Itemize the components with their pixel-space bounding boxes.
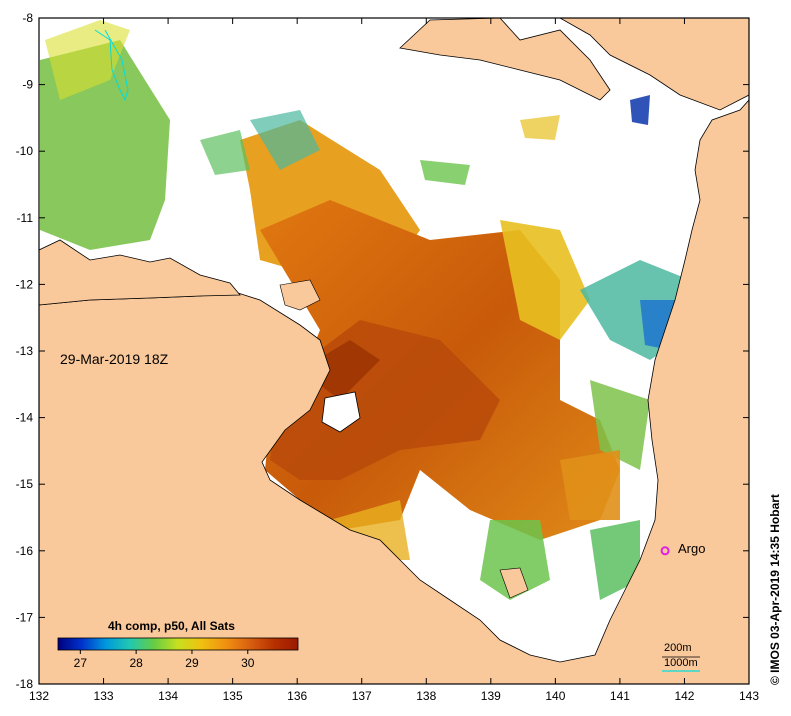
x-tick-label: 139	[481, 689, 501, 703]
x-axis: 132 133 134 135 136 137 138 139 140 141 142 143	[29, 18, 759, 703]
depth-contour-line	[94, 29, 129, 102]
copyright-text: © IMOS 03-Apr-2019 14:35 Hobart	[768, 494, 782, 685]
argo-marker: Argo	[660, 541, 705, 556]
depth-legend-shallow: 200m	[664, 642, 692, 654]
colorbar-gradient	[57, 637, 299, 651]
x-tick-label: 134	[158, 689, 178, 703]
colorbar-tick-label: 29	[185, 656, 199, 670]
y-tick-label: -11	[17, 211, 34, 225]
x-tick-label: 143	[739, 689, 759, 703]
land-layer	[39, 18, 749, 684]
depth-legend-deep: 1000m	[664, 657, 698, 669]
colorbar-tick-label: 27	[74, 656, 88, 670]
y-tick-label: -18	[16, 677, 34, 691]
y-tick-label: -8	[22, 11, 33, 25]
y-tick-label: -10	[16, 144, 34, 158]
y-tick-label: -14	[16, 411, 34, 425]
colorbar-title: 4h comp, p50, All Sats	[108, 619, 235, 633]
colorbar-tick-label: 28	[129, 656, 143, 670]
y-tick-label: -15	[16, 477, 34, 491]
x-tick-label: 132	[29, 689, 49, 703]
y-tick-label: -16	[16, 544, 34, 558]
y-tick-label: -13	[16, 344, 34, 358]
colorbar-tick-label: 30	[241, 656, 255, 670]
y-tick-label: -12	[16, 277, 34, 291]
x-tick-label: 138	[416, 689, 436, 703]
x-tick-label: 133	[94, 689, 114, 703]
x-tick-label: 135	[223, 689, 243, 703]
y-tick-label: -9	[22, 78, 33, 92]
x-tick-label: 142	[674, 689, 694, 703]
date-label: 29-Mar-2019 18Z	[60, 351, 169, 367]
depth-legend: 200m 1000m	[662, 642, 700, 672]
argo-label: Argo	[678, 541, 705, 556]
x-tick-label: 141	[610, 689, 630, 703]
x-tick-label: 140	[545, 689, 565, 703]
x-tick-label: 137	[352, 689, 372, 703]
y-axis: -8 -9 -10 -11 -12 -13 -14 -15 -16 -17 -18	[16, 11, 749, 691]
y-tick-label: -17	[16, 610, 34, 624]
colorbar: 4h comp, p50, All Sats 27 28 29 30	[57, 619, 299, 670]
x-tick-label: 136	[287, 689, 307, 703]
sst-data-layer	[40, 20, 690, 600]
